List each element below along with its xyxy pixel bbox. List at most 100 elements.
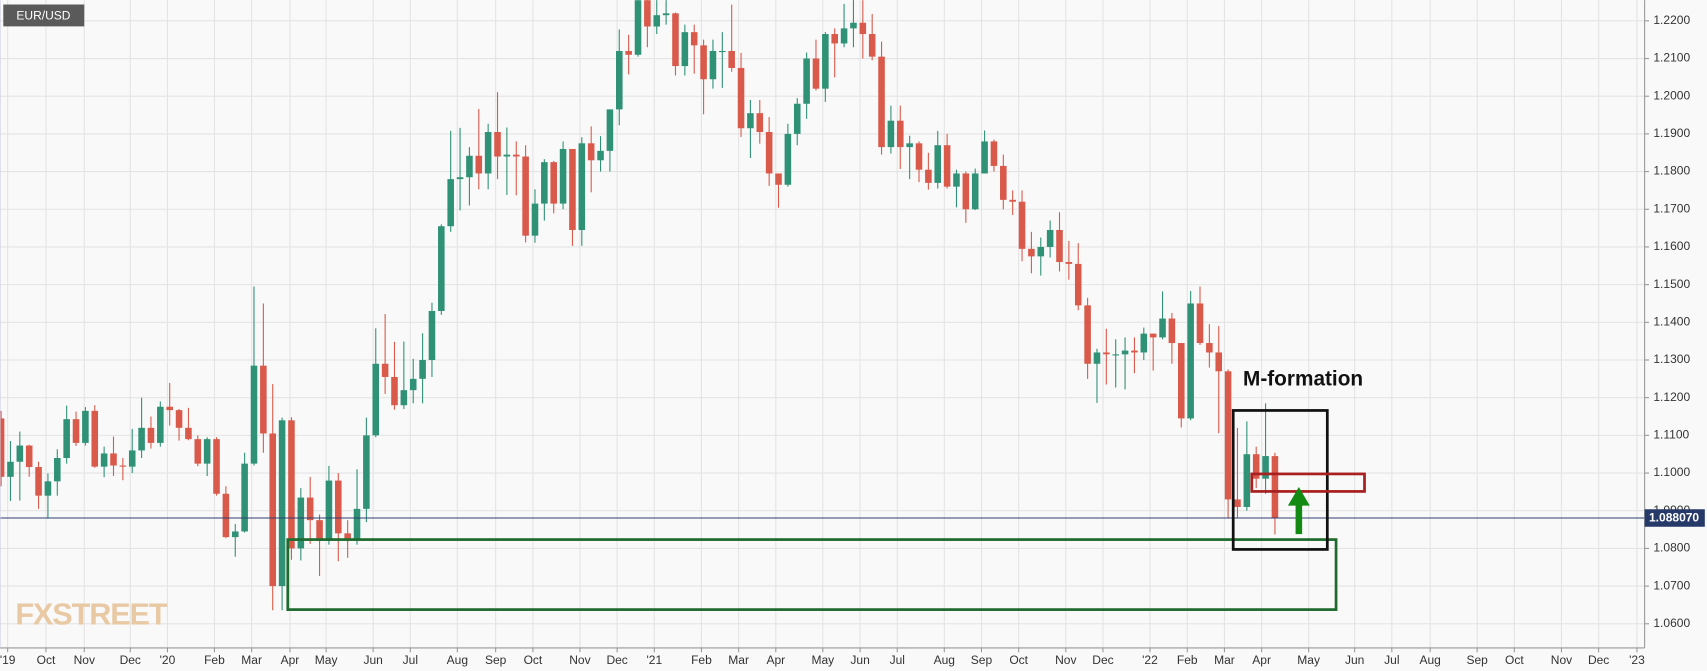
candle-body [1065,262,1073,264]
candle-body [222,493,230,538]
candle-body [1271,456,1279,518]
x-tick-label: '22 [1142,653,1158,667]
candle-body [16,445,24,462]
x-tick-label: Jun [1345,653,1364,667]
y-tick-label: 1.0800 [1653,541,1690,555]
title-box [3,4,85,27]
candle-body [793,103,801,134]
candle-body [419,359,426,379]
candle-body [213,439,220,494]
chart-title: EUR/USD [16,9,70,23]
y-tick-label: 1.1100 [1653,428,1689,442]
candle-body [615,50,623,110]
candle-body [1224,371,1232,500]
candle-body [559,148,567,204]
last-price-label: 1.088070 [1649,511,1699,525]
candle-body [203,439,211,464]
candle-body [1252,454,1260,479]
candle-body [503,154,511,157]
candle-body [391,376,398,406]
candle-body [859,22,867,35]
resistance-zone [1250,472,1366,493]
support-zone [286,538,1338,611]
candle-body [175,410,183,428]
candle-body [1234,499,1241,507]
x-tick-label: '20 [160,653,176,667]
x-tick-label: Sep [1466,653,1488,667]
x-tick-label: Oct [1505,653,1524,667]
candle-body [128,450,136,467]
candle-body [803,58,810,104]
candle-body [1159,318,1166,338]
candle-body [1093,352,1101,364]
candle-body [981,141,988,174]
candle-body [381,363,389,377]
candle-body [456,177,464,180]
candle-body [1018,201,1026,249]
candle-body [597,150,604,161]
y-tick-label: 1.1400 [1653,314,1690,328]
candle-body [1037,246,1045,257]
x-tick-label: Jun [363,653,382,667]
candle-body [653,15,661,27]
candle-body [747,113,754,129]
candle-body [35,467,42,496]
candle-body [925,169,932,183]
y-tick-label: 1.1900 [1653,126,1690,140]
annotation: M-formation [1243,367,1363,390]
y-tick-label: 1.1300 [1653,352,1690,366]
x-tick-label: '23 [1629,653,1645,667]
watermark: FXSTREET [15,597,168,631]
candle-body [775,173,782,185]
candle-body [82,410,89,443]
candle-body [822,34,829,89]
x-tick-label: May [315,653,338,667]
candle-body [1103,352,1110,355]
candle-body [812,58,820,89]
x-tick-label: Oct [37,653,56,667]
candle-body [887,120,895,148]
y-tick-label: 1.1600 [1653,239,1690,253]
candle-body [54,457,61,482]
candle-body [1084,305,1091,364]
x-tick-label: Dec [1588,653,1609,667]
y-tick-label: 1.0600 [1653,616,1690,630]
candle-body [587,143,595,161]
x-tick-label: Aug [447,653,468,667]
x-tick-label: Nov [1055,653,1076,667]
x-tick-label: Aug [934,653,955,667]
candle-body [765,132,773,174]
candle-body [906,143,913,148]
x-tick-label: Mar [241,653,262,667]
candle-body [297,497,305,549]
candle-body [531,203,539,236]
arrow-head [1287,487,1310,506]
x-tick-label: Jul [890,653,905,667]
candle-body [541,162,548,204]
candle-body [372,363,380,436]
candle-body [1131,350,1138,353]
y-tick-label: 1.2000 [1653,88,1690,102]
candle-body [644,0,651,27]
candle-body [166,406,173,411]
candle-body [1206,343,1213,353]
candle-body [756,113,764,133]
candle-body [1215,352,1223,372]
candle-body [250,365,258,464]
x-tick-label: Oct [1009,653,1028,667]
candle-body [100,453,108,467]
x-tick-label: Feb [204,653,225,667]
candle-body [737,67,745,129]
y-tick-label: 1.2200 [1653,13,1690,27]
candle-body [194,439,202,464]
candle-body [466,155,473,178]
y-tick-label: 1.2100 [1653,51,1690,65]
candle-body [1196,303,1204,344]
x-tick-label: '19 [0,653,16,667]
candle-body [438,226,445,312]
candle-body [1187,303,1194,419]
candle-body [681,32,689,67]
candle-body [63,419,70,458]
m-formation-box [1231,409,1329,551]
